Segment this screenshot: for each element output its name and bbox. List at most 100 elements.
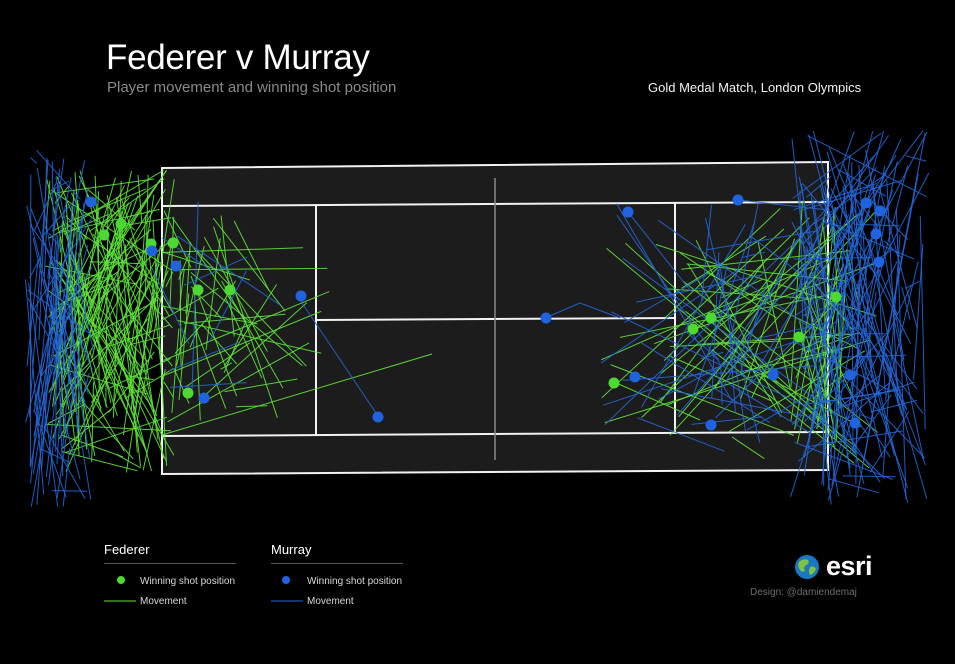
murray-movement-line (827, 401, 858, 501)
federer-movement-line (802, 287, 858, 406)
murray-movement-line (43, 197, 78, 236)
federer-movement-line (193, 322, 227, 409)
murray-movement-line (30, 208, 89, 355)
murray-movement-line (70, 329, 89, 395)
murray-movement-line (658, 219, 816, 333)
murray-movement-line (855, 283, 859, 484)
murray-movement-line (299, 299, 379, 417)
federer-movement-line (190, 275, 238, 397)
federer-movement-line (178, 269, 185, 310)
murray-movement-line (828, 147, 898, 316)
murray-movement-line (56, 187, 89, 350)
murray-movement-line (36, 149, 81, 200)
federer-movement-line (176, 319, 322, 354)
murray-movement-line (151, 267, 190, 344)
federer-movement-line (235, 405, 268, 408)
murray-movement-line (806, 176, 832, 198)
federer-movement-line (220, 362, 232, 370)
murray-movement-line (209, 270, 247, 342)
legend-federer: Federer Winning shot position Movement (104, 542, 236, 610)
federer-winning-shot-dot (115, 218, 127, 230)
murray-winning-shot-dot (295, 290, 307, 302)
murray-movement-line (51, 161, 54, 231)
federer-movement-line (160, 305, 258, 325)
murray-movement-line (51, 490, 88, 492)
murray-movement-line (806, 430, 904, 448)
murray-movement-line (831, 268, 879, 486)
murray-movement-line (600, 268, 739, 364)
legend-federer-shot-label: Winning shot position (140, 576, 236, 587)
federer-movement-line (85, 187, 136, 231)
murray-winning-shot-dot (85, 196, 97, 208)
murray-movement-line (802, 131, 928, 370)
murray-movement-line (30, 332, 57, 467)
murray-movement-line (816, 254, 822, 262)
murray-winning-shot-dot (874, 205, 886, 217)
murray-movement-line (884, 261, 919, 402)
murray-movement-line (812, 130, 909, 504)
federer-movement-line (660, 257, 768, 403)
murray-movement-line (842, 185, 857, 296)
murray-winning-shot-dot (873, 256, 885, 268)
murray-movement-line (76, 380, 91, 460)
federer-movement-line (89, 350, 108, 409)
murray-movement-line (845, 394, 892, 459)
federer-movement-line (169, 216, 175, 308)
murray-movement-line (55, 266, 93, 329)
murray-winning-shot-dot (870, 228, 882, 240)
murray-movement-line (56, 299, 88, 499)
federer-movement-line (137, 174, 143, 223)
murray-movement-line (47, 270, 93, 370)
legend-federer-move-label: Movement (140, 596, 187, 607)
map-title: Federer v Murray (106, 38, 370, 77)
murray-movement-line (867, 261, 898, 324)
federer-movement-line (695, 239, 783, 414)
murray-movement-line (59, 402, 81, 480)
federer-movement-line (59, 237, 61, 253)
federer-movement-line (128, 194, 155, 361)
murray-movement-line (839, 376, 891, 458)
federer-movement-line (190, 272, 303, 366)
federer-movement-line (91, 330, 139, 437)
legend-murray: Murray Winning shot position Movement (271, 542, 403, 610)
federer-winning-shots-layer (98, 218, 842, 399)
murray-movement-line (70, 205, 73, 211)
murray-movement-line (886, 180, 899, 407)
federer-winning-shot-dot (224, 284, 236, 296)
murray-movement-line (791, 221, 808, 253)
murray-movement-line (33, 245, 89, 436)
federer-movement-line (125, 296, 154, 473)
murray-winning-shot-dot (622, 206, 634, 218)
murray-movement-line (170, 382, 247, 388)
murray-movement-line (830, 312, 867, 363)
federer-movement-line (65, 280, 151, 472)
federer-movement-line (116, 454, 141, 469)
murray-movement-line (822, 221, 843, 227)
federer-movement-line (205, 238, 221, 351)
murray-movement-line (55, 308, 58, 452)
green-line-icon (104, 600, 136, 602)
murray-movement-line (856, 200, 863, 377)
murray-movement-line (803, 389, 902, 405)
federer-movement-line (163, 247, 303, 253)
federer-movement-line (135, 253, 159, 409)
murray-movement-line (616, 214, 721, 364)
murray-movement-line (728, 383, 811, 434)
federer-movement-line (179, 260, 182, 367)
murray-movement-line (26, 205, 75, 402)
murray-movement-line (802, 365, 881, 483)
match-label: Gold Medal Match, London Olympics (648, 80, 862, 95)
murray-movement-line (919, 215, 926, 430)
federer-movement-line (122, 345, 137, 436)
murray-movement-line (748, 267, 819, 384)
federer-movement-line (669, 355, 772, 402)
murray-movement-line (809, 241, 881, 396)
murray-movement-line (33, 410, 67, 498)
murray-movement-line (802, 248, 924, 414)
murray-movement-line (824, 185, 849, 334)
federer-winning-shot-dot (182, 387, 194, 399)
blue-dot-icon (282, 576, 290, 584)
murray-movement-line (870, 399, 918, 413)
murray-movement-line (610, 311, 819, 413)
design-credit: Design: @damiendemaj (750, 587, 857, 598)
